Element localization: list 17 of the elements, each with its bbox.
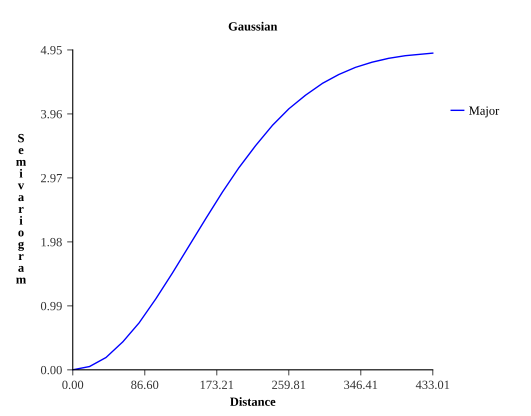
x-tick-label: 259.81 <box>272 380 306 390</box>
line-series <box>72 52 434 371</box>
legend-label: Major <box>469 106 500 118</box>
text: Semivariogram <box>16 134 26 284</box>
x-tick-label: 433.01 <box>416 380 450 390</box>
x-tick-label: 173.21 <box>200 380 234 390</box>
y-tick-label: 4.95 <box>40 46 62 54</box>
x-tick-label: 346.41 <box>344 380 378 390</box>
x-axis-title: Distance <box>230 397 276 406</box>
y-tick-label: 2.97 <box>41 174 62 182</box>
y-tick-label: 0.99 <box>40 302 62 310</box>
y-tick-label: 1.98 <box>42 238 62 246</box>
x-tick-label: 0.00 <box>62 380 84 390</box>
x-tick-label: 86.60 <box>131 380 158 390</box>
y-tick-label: 3.96 <box>41 110 62 118</box>
chart-title: Gaussian <box>228 22 278 31</box>
y-tick-label: 0.00 <box>40 366 62 374</box>
